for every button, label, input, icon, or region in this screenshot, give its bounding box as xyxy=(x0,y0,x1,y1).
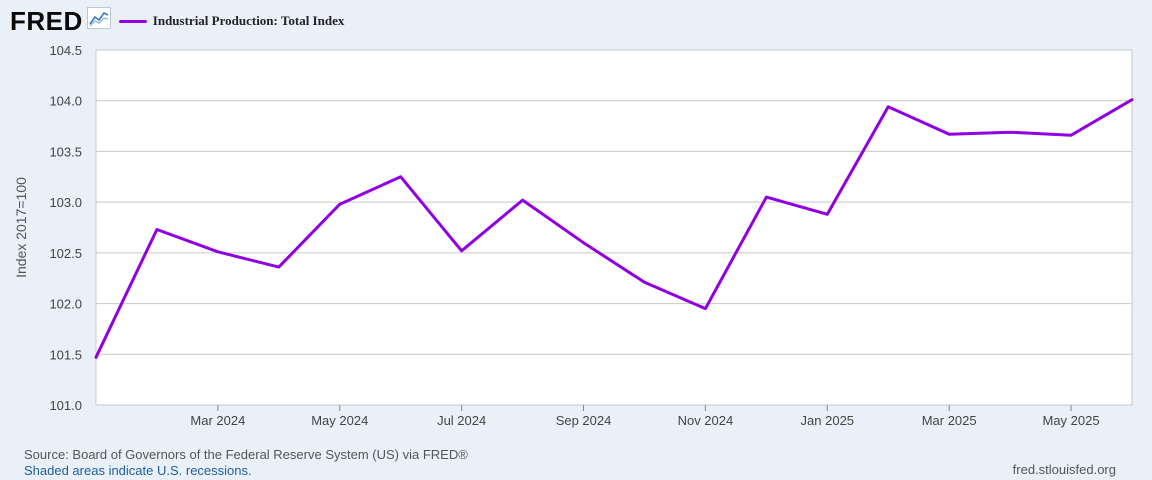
y-axis-ticks: 101.0 101.5 102.0 102.5 103.0 103.5 104.0 104.5 xyxy=(49,43,82,413)
legend-swatch xyxy=(118,19,147,23)
data-point[interactable] xyxy=(823,210,831,218)
data-point[interactable] xyxy=(1128,96,1136,104)
y-axis-label: Index 2017=100 xyxy=(13,177,29,278)
recession-note[interactable]: Shaded areas indicate U.S. recessions. xyxy=(24,463,252,478)
chart-line-icon xyxy=(86,6,111,34)
x-tick-label: Sep 2024 xyxy=(556,413,612,428)
y-tick-label: 104.5 xyxy=(49,43,82,58)
y-tick-label: 101.5 xyxy=(49,347,82,362)
footer-notes: Source: Board of Governors of the Federa… xyxy=(24,447,468,479)
data-point[interactable] xyxy=(1006,128,1014,136)
data-point[interactable] xyxy=(640,278,648,286)
series-line[interactable] xyxy=(94,98,1134,359)
x-tick-label: Nov 2024 xyxy=(678,413,734,428)
data-point[interactable] xyxy=(580,239,588,247)
x-tick-label: Jul 2024 xyxy=(437,413,486,428)
data-point[interactable] xyxy=(762,193,770,201)
data-point[interactable] xyxy=(701,305,709,313)
y-tick-label: 104.0 xyxy=(49,94,82,109)
series-group xyxy=(92,96,1136,361)
x-tick-label: Jan 2025 xyxy=(801,413,855,428)
data-point[interactable] xyxy=(945,130,953,138)
data-point[interactable] xyxy=(92,353,100,361)
y-tick-label: 102.5 xyxy=(49,246,82,261)
data-point[interactable] xyxy=(519,196,527,204)
legend: Industrial Production: Total Index xyxy=(118,13,345,29)
y-tick-label: 103.0 xyxy=(49,195,82,210)
x-tick-label: May 2025 xyxy=(1043,413,1100,428)
site-url[interactable]: fred.stlouisfed.org xyxy=(1012,462,1116,477)
data-point[interactable] xyxy=(214,248,222,256)
x-tick-label: Mar 2025 xyxy=(922,413,977,428)
data-point[interactable] xyxy=(153,226,161,234)
data-point[interactable] xyxy=(1067,131,1075,139)
source-note: Source: Board of Governors of the Federa… xyxy=(24,447,468,462)
fred-logo[interactable]: FRED xyxy=(10,6,83,36)
gridlines xyxy=(95,49,1133,406)
y-tick-label: 103.5 xyxy=(49,144,82,159)
data-point[interactable] xyxy=(458,247,466,255)
x-tick-label: May 2024 xyxy=(311,413,368,428)
data-point[interactable] xyxy=(336,200,344,208)
data-point[interactable] xyxy=(397,173,405,181)
y-tick-label: 101.0 xyxy=(49,398,82,413)
y-tick-label: 102.0 xyxy=(49,297,82,312)
plot-area xyxy=(96,50,1132,405)
x-axis-ticks: Mar 2024 May 2024 Jul 2024 Sep 2024 Nov 2024… xyxy=(190,405,1100,428)
x-tick-label: Mar 2024 xyxy=(190,413,245,428)
data-point[interactable] xyxy=(275,263,283,271)
header: FRED Industrial Production: Total Index xyxy=(10,6,344,36)
legend-series-label[interactable]: Industrial Production: Total Index xyxy=(152,13,345,28)
data-point[interactable] xyxy=(884,103,892,111)
